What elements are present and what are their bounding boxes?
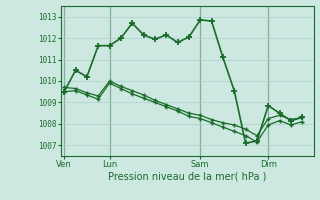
X-axis label: Pression niveau de la mer( hPa ): Pression niveau de la mer( hPa )	[108, 172, 266, 182]
